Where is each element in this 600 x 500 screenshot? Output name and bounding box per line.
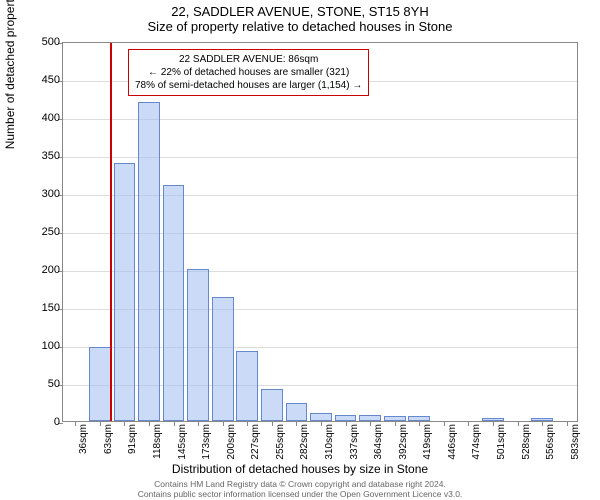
- histogram-bar: [138, 102, 160, 421]
- xtick-mark: [346, 421, 347, 426]
- histogram-bar: [187, 269, 209, 421]
- ytick-label: 400: [20, 112, 60, 124]
- xtick-label: 200sqm: [226, 424, 237, 460]
- xtick-mark: [149, 421, 150, 426]
- ytick-label: 200: [20, 264, 60, 276]
- chart-title-line2: Size of property relative to detached ho…: [0, 19, 600, 36]
- xtick-label: 446sqm: [447, 424, 458, 460]
- xtick-label: 583sqm: [570, 424, 581, 460]
- ytick-label: 450: [20, 74, 60, 86]
- x-axis-label: Distribution of detached houses by size …: [0, 462, 600, 476]
- xtick-mark: [468, 421, 469, 426]
- xtick-label: 36sqm: [78, 424, 89, 454]
- xtick-mark: [247, 421, 248, 426]
- histogram-bar: [261, 389, 283, 421]
- xtick-mark: [124, 421, 125, 426]
- histogram-bar: [286, 403, 308, 421]
- xtick-mark: [518, 421, 519, 426]
- ytick-label: 300: [20, 188, 60, 200]
- histogram-bar: [114, 163, 136, 421]
- xtick-label: 255sqm: [275, 424, 286, 460]
- xtick-mark: [567, 421, 568, 426]
- footer-line1: Contains HM Land Registry data © Crown c…: [154, 479, 446, 489]
- xtick-label: 556sqm: [545, 424, 556, 460]
- xtick-label: 310sqm: [324, 424, 335, 460]
- xtick-mark: [395, 421, 396, 426]
- xtick-mark: [444, 421, 445, 426]
- xtick-label: 419sqm: [422, 424, 433, 460]
- y-axis-label: Number of detached properties: [3, 0, 17, 149]
- xtick-mark: [198, 421, 199, 426]
- histogram-bar: [163, 185, 185, 421]
- xtick-mark: [100, 421, 101, 426]
- ytick-label: 250: [20, 226, 60, 238]
- xtick-mark: [296, 421, 297, 426]
- histogram-bar: [310, 413, 332, 421]
- annotation-box: 22 SADDLER AVENUE: 86sqm ← 22% of detache…: [128, 49, 369, 96]
- xtick-label: 91sqm: [127, 424, 138, 454]
- xtick-label: 227sqm: [250, 424, 261, 460]
- chart-footer: Contains HM Land Registry data © Crown c…: [0, 479, 600, 499]
- xtick-mark: [174, 421, 175, 426]
- xtick-label: 337sqm: [349, 424, 360, 460]
- xtick-mark: [223, 421, 224, 426]
- xtick-mark: [419, 421, 420, 426]
- histogram-bar: [212, 297, 234, 421]
- xtick-label: 118sqm: [152, 424, 163, 459]
- xtick-mark: [272, 421, 273, 426]
- histogram-bar: [236, 351, 258, 421]
- xtick-label: 145sqm: [177, 424, 188, 460]
- chart-title-line1: 22, SADDLER AVENUE, STONE, ST15 8YH: [0, 0, 600, 19]
- xtick-mark: [493, 421, 494, 426]
- xtick-mark: [75, 421, 76, 426]
- xtick-label: 392sqm: [398, 424, 409, 460]
- xtick-mark: [370, 421, 371, 426]
- histogram-bar: [89, 347, 111, 421]
- xtick-label: 364sqm: [373, 424, 384, 460]
- xtick-label: 528sqm: [521, 424, 532, 460]
- ytick-label: 350: [20, 150, 60, 162]
- xtick-label: 501sqm: [496, 424, 507, 460]
- xtick-label: 474sqm: [471, 424, 482, 460]
- annotation-line3: 78% of semi-detached houses are larger (…: [135, 80, 362, 91]
- xtick-label: 282sqm: [299, 424, 310, 460]
- xtick-mark: [321, 421, 322, 426]
- annotation-line1: 22 SADDLER AVENUE: 86sqm: [179, 54, 318, 65]
- footer-line2: Contains public sector information licen…: [138, 489, 463, 499]
- ytick-label: 50: [20, 378, 60, 390]
- xtick-label: 63sqm: [103, 424, 114, 454]
- ytick-label: 500: [20, 36, 60, 48]
- ytick-label: 0: [20, 416, 60, 428]
- marker-line: [110, 43, 112, 421]
- ytick-label: 100: [20, 340, 60, 352]
- ytick-label: 150: [20, 302, 60, 314]
- xtick-mark: [542, 421, 543, 426]
- annotation-line2: ← 22% of detached houses are smaller (32…: [148, 67, 349, 78]
- xtick-label: 173sqm: [201, 424, 212, 460]
- chart-plot-area: 22 SADDLER AVENUE: 86sqm ← 22% of detache…: [62, 42, 578, 422]
